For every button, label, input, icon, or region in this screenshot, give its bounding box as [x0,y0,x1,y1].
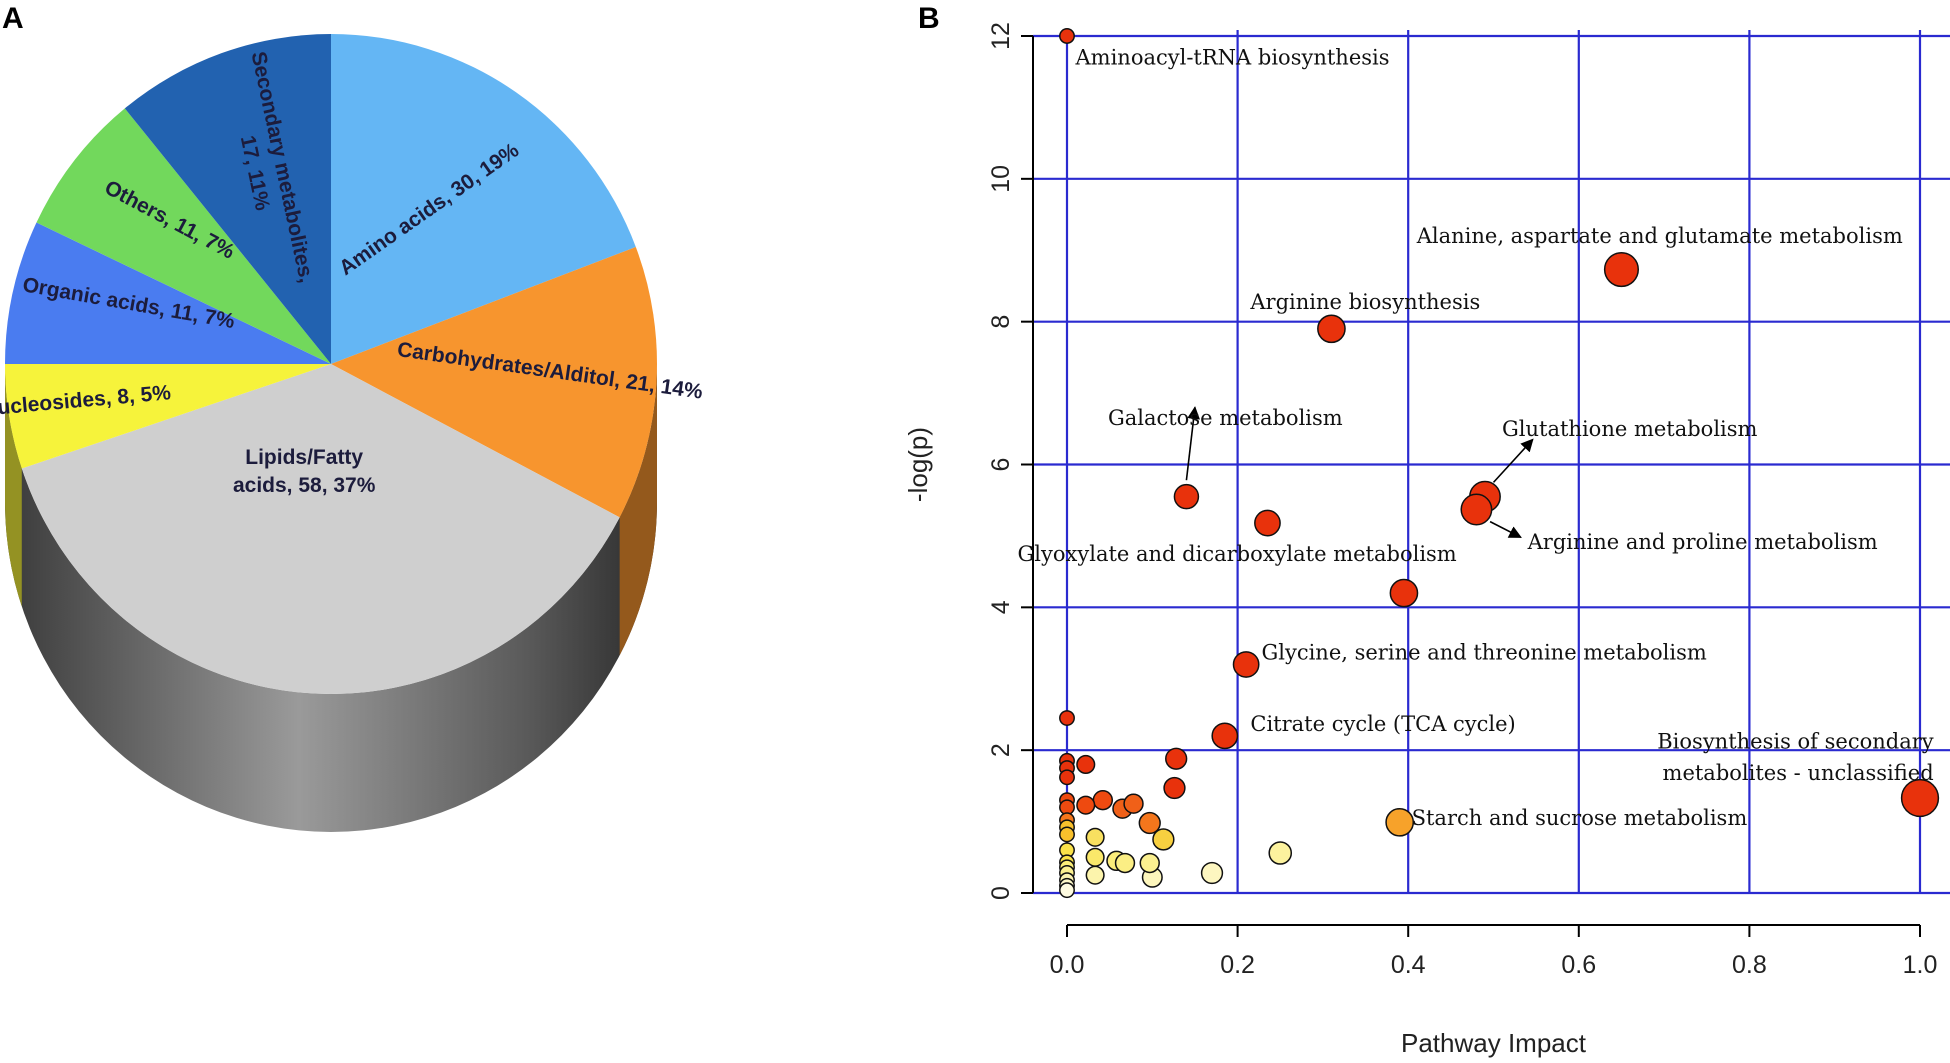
point-label: metabolites - unclassified [1663,761,1934,785]
y-tick-label: 0 [987,886,1015,900]
data-point [1200,861,1224,885]
data-point [1138,811,1161,835]
axes [1021,35,1921,937]
y-tick-label: 6 [987,458,1015,472]
pie-side-nucleosides [5,364,22,607]
pie-label-line: Lipids/Fatty [245,446,363,469]
pie-depth [5,364,657,832]
data-point [1232,651,1260,678]
data-point [1076,795,1096,815]
data-point [1317,314,1346,344]
data-point [1165,747,1188,770]
x-tick-label: 0.6 [1561,951,1596,979]
point-label: Arginine and proline metabolism [1527,530,1878,554]
x-tick-label: 0.4 [1391,951,1426,979]
pie-chart: Amino acids, 30, 19%Carbohydrates/Aldito… [0,34,704,832]
pie-slices [5,34,657,694]
point-label: Galactose metabolism [1108,406,1343,430]
data-point [1085,865,1105,885]
data-point [1059,882,1075,899]
pie-label-line: acids, 58, 37% [233,474,376,497]
pie-slice-carbohydrates [331,246,657,518]
data-point [1900,778,1940,818]
data-point [1114,852,1136,874]
y-tick-label: 12 [987,22,1015,50]
pie-slice-nucleosides [5,364,331,469]
pie-side [5,364,657,832]
data-point [1211,722,1239,750]
data-point [1059,710,1075,726]
arrow [1492,438,1534,483]
pie-label-lipids: Lipids/Fatty acids, 58, 37% [233,446,376,497]
point-label: Glutathione metabolism [1502,417,1758,441]
arrow [1185,406,1200,481]
pie-side-carbohydrates [619,364,657,656]
panel-a-letter: A [2,2,24,35]
data-point [1385,807,1415,837]
y-tick-label: 8 [987,315,1015,329]
y-tick-label: 10 [987,165,1015,193]
data-point [1092,789,1114,811]
point-label: Arginine biosynthesis [1249,290,1480,314]
data-point [1123,793,1144,814]
point-labels: Aminoacyl-tRNA biosynthesis Alanine, aspa… [1018,46,1934,831]
data-point [1059,28,1075,44]
data-point [1163,776,1186,800]
pie-slice-amino-acids [331,34,636,364]
point-label: Glycine, serine and threonine metabolism [1261,640,1706,664]
point-label: Starch and sucrose metabolism [1412,806,1748,830]
pie-slice-others [36,108,331,364]
tick-labels: 0 2 4 6 8 10 12 0.0 0.2 0.4 0.6 0.8 1.0 [987,22,1937,979]
panel-b-letter: B [918,2,940,35]
data-point [1139,852,1160,874]
pie-slice-organic-acids [5,222,331,364]
y-axis-title: -log(p) [903,427,933,502]
y-tick-label: 4 [987,600,1015,614]
data-point [1254,509,1281,537]
data-point [1460,493,1493,526]
point-label: Biosynthesis of secondary [1657,730,1934,754]
pathway-impact-chart: 0 2 4 6 8 10 12 0.0 0.2 0.4 0.6 0.8 1.0 Aminoacyl-tR… [903,22,1950,1058]
arrow [1489,520,1522,539]
data-point [1173,483,1200,510]
data-point [1059,769,1075,786]
x-tick-label: 0.8 [1732,951,1767,979]
data-point [1603,251,1639,288]
x-axis-title: Pathway Impact [1401,1028,1587,1058]
x-tick-label: 1.0 [1903,951,1938,979]
data-point [1152,828,1175,851]
data-point [1085,847,1105,867]
x-tick-label: 0.0 [1050,951,1085,979]
point-label: Glyoxylate and dicarboxylate metabolism [1018,542,1457,566]
y-tick-label: 2 [987,743,1015,757]
data-point [1389,578,1419,608]
point-label: Alanine, aspartate and glutamate metabol… [1416,224,1903,248]
data-point [1268,841,1293,865]
data-point [1059,826,1075,843]
arrows [1185,406,1534,539]
grid [1033,30,1950,895]
points [1059,28,1940,899]
data-point [1085,827,1105,847]
x-tick-label: 0.2 [1220,951,1255,979]
data-point [1076,754,1096,775]
point-label: Aminoacyl-tRNA biosynthesis [1075,46,1390,70]
pie-slice-secondary-metabolites [124,34,331,364]
point-label: Citrate cycle (TCA cycle) [1250,712,1515,736]
pie-slice-lipids [21,364,620,694]
